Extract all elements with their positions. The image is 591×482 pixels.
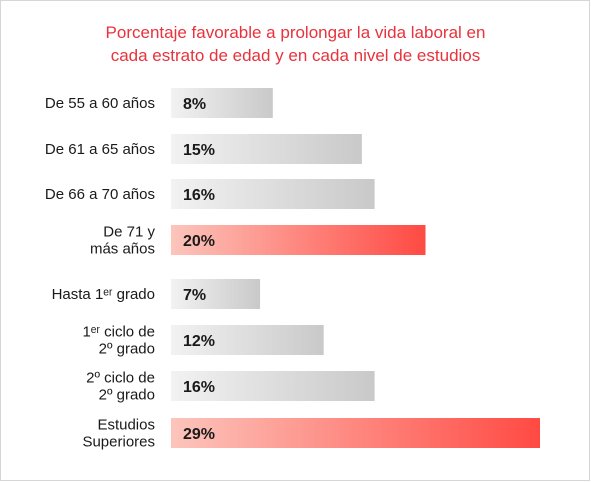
category-label-2: De 61 a 65 años	[45, 141, 155, 158]
category-label-7: 2º ciclo de 2º grado	[86, 370, 155, 404]
value-label-3: 16%	[183, 187, 215, 204]
bar-5	[171, 279, 261, 309]
value-label-7: 16%	[183, 379, 215, 396]
value-label-1: 8%	[183, 96, 206, 113]
bar-1	[171, 88, 273, 118]
bar-7	[171, 371, 375, 401]
bars-group: 8% De 55 a 60 años 15% De 61 a 65 años 16% De…	[45, 88, 540, 451]
category-label-6: 1ᵉʳ ciclo de 2º grado	[82, 324, 155, 358]
value-label-6: 12%	[183, 333, 215, 350]
category-label-5: Hasta 1ᵉʳ grado	[52, 286, 155, 303]
bar-4	[171, 225, 426, 255]
category-label-1: De 55 a 60 años	[45, 95, 155, 112]
bar-3	[171, 179, 375, 209]
category-label-3: De 66 a 70 años	[45, 186, 155, 203]
chart-title-line-1: Porcentaje favorable a prolongar la vida…	[105, 23, 486, 42]
bar-2	[171, 134, 362, 164]
value-label-4: 20%	[183, 233, 215, 250]
category-label-8: Estudios Superiores	[82, 417, 155, 451]
value-label-2: 15%	[183, 142, 215, 159]
bar-8	[171, 418, 540, 448]
value-label-5: 7%	[183, 287, 206, 304]
bar-6	[171, 325, 324, 355]
value-label-8: 29%	[183, 426, 215, 443]
category-label-4: De 71 y más años	[90, 224, 156, 258]
chart-title-line-2: cada estrato de edad y en cada nivel de …	[110, 46, 481, 65]
